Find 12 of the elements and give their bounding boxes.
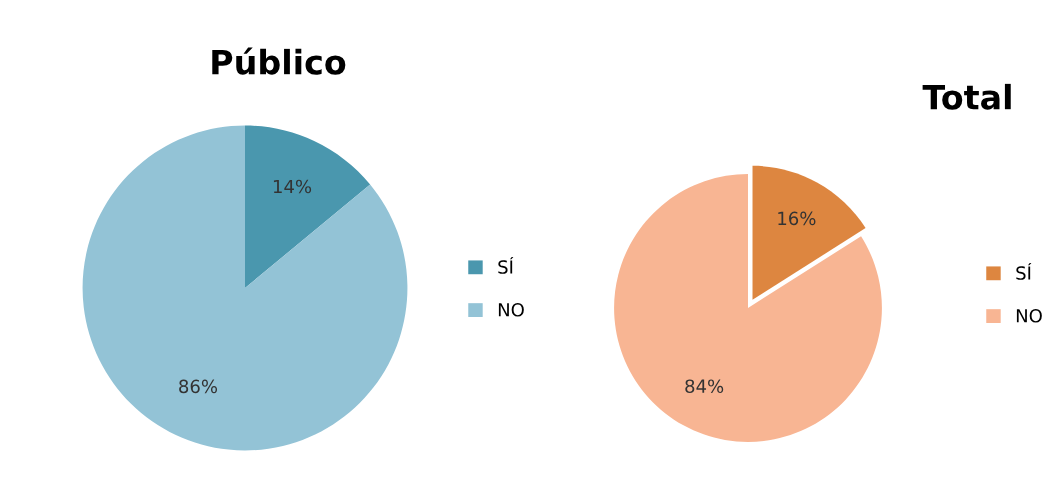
pie-slice [245,125,371,288]
chart-title: Total [922,83,1011,110]
data-label: 86% [179,379,218,394]
chart-title: Público [212,47,346,75]
data-label: 14% [273,179,312,194]
legend-label: SÍ [498,256,514,274]
data-label: 84% [685,379,724,394]
legend-label: NO [1016,308,1042,323]
data-label: 16% [778,211,816,226]
legend-label: SÍ [1016,262,1032,280]
legend-label: NO [498,302,524,317]
pie-slice [82,125,408,451]
